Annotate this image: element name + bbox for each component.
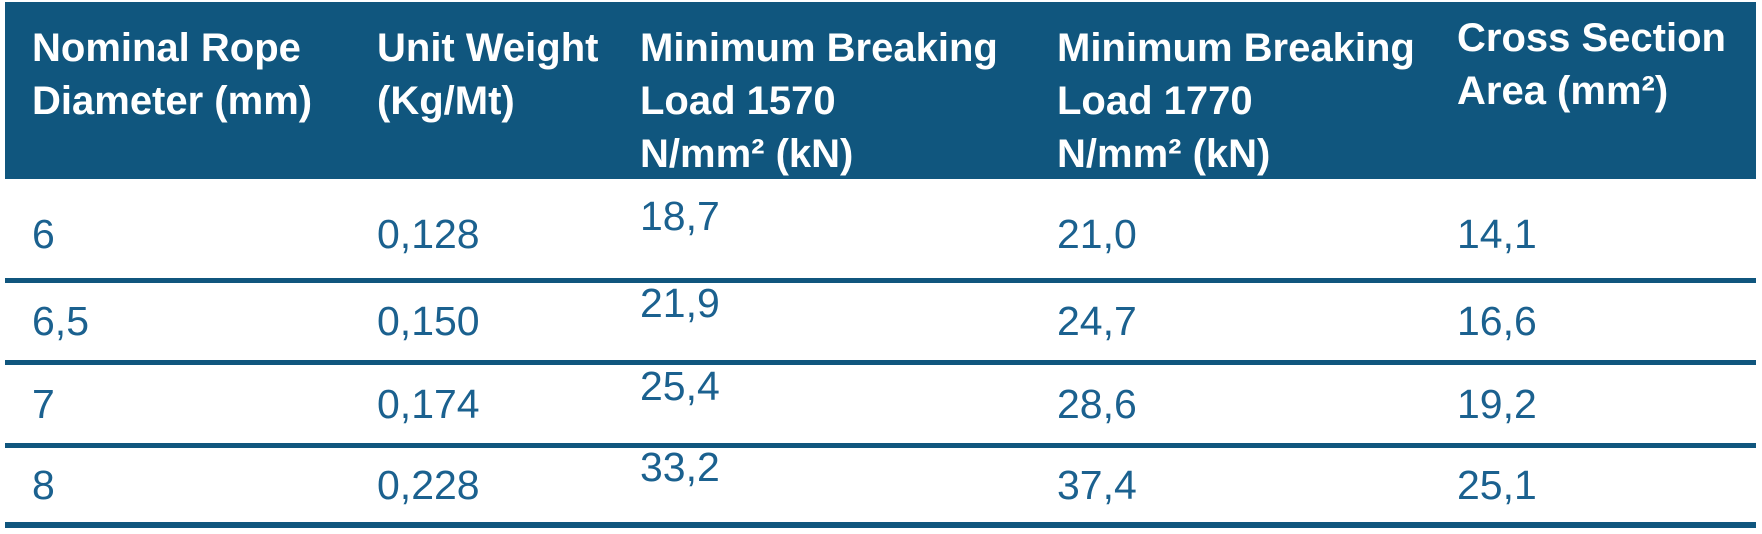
column-header-unit-weight: Unit Weight (Kg/Mt) (377, 26, 599, 123)
table-row: 7 0,174 25,4 28,6 19,2 (5, 365, 1756, 448)
cell-cross-section-area: 16,6 (1457, 298, 1537, 344)
cell-cross-section-area: 25,1 (1457, 461, 1537, 508)
column-header-min-breaking-load-1570: Minimum Breaking Load 1570 N/mm² (kN) (640, 26, 998, 176)
cell-breaking-load-1770: 37,4 (1057, 461, 1137, 508)
cell-breaking-load-1570: 33,2 (640, 443, 720, 490)
column-header-nominal-rope-diameter: Nominal Rope Diameter (mm) (32, 26, 313, 123)
cell-breaking-load-1570: 21,9 (640, 280, 720, 326)
table-header-row: Nominal Rope Diameter (mm) Unit Weight (… (5, 2, 1756, 179)
column-header-min-breaking-load-1770: Minimum Breaking Load 1770 N/mm² (kN) (1057, 26, 1415, 176)
cell-diameter: 7 (32, 380, 55, 427)
cell-diameter: 6,5 (32, 298, 89, 344)
cell-breaking-load-1770: 28,6 (1057, 380, 1137, 427)
cell-cross-section-area: 14,1 (1457, 211, 1537, 257)
cell-unit-weight: 0,150 (377, 298, 480, 344)
column-header-cross-section-area: Cross Section Area (mm²) (1457, 16, 1726, 113)
table-row: 8 0,228 33,2 37,4 25,1 (5, 443, 1756, 528)
cell-breaking-load-1770: 24,7 (1057, 298, 1137, 344)
cell-cross-section-area: 19,2 (1457, 380, 1537, 427)
cell-unit-weight: 0,174 (377, 380, 480, 427)
table-row: 6 0,128 18,7 21,0 14,1 (5, 179, 1756, 283)
cell-unit-weight: 0,228 (377, 461, 480, 508)
cell-diameter: 8 (32, 461, 55, 508)
cell-breaking-load-1770: 21,0 (1057, 211, 1137, 257)
cell-unit-weight: 0,128 (377, 211, 480, 257)
cell-diameter: 6 (32, 211, 55, 257)
cell-breaking-load-1570: 25,4 (640, 362, 720, 409)
cell-breaking-load-1570: 18,7 (640, 193, 720, 239)
table-row: 6,5 0,150 21,9 24,7 16,6 (5, 283, 1756, 365)
rope-spec-table: Nominal Rope Diameter (mm) Unit Weight (… (5, 2, 1756, 528)
